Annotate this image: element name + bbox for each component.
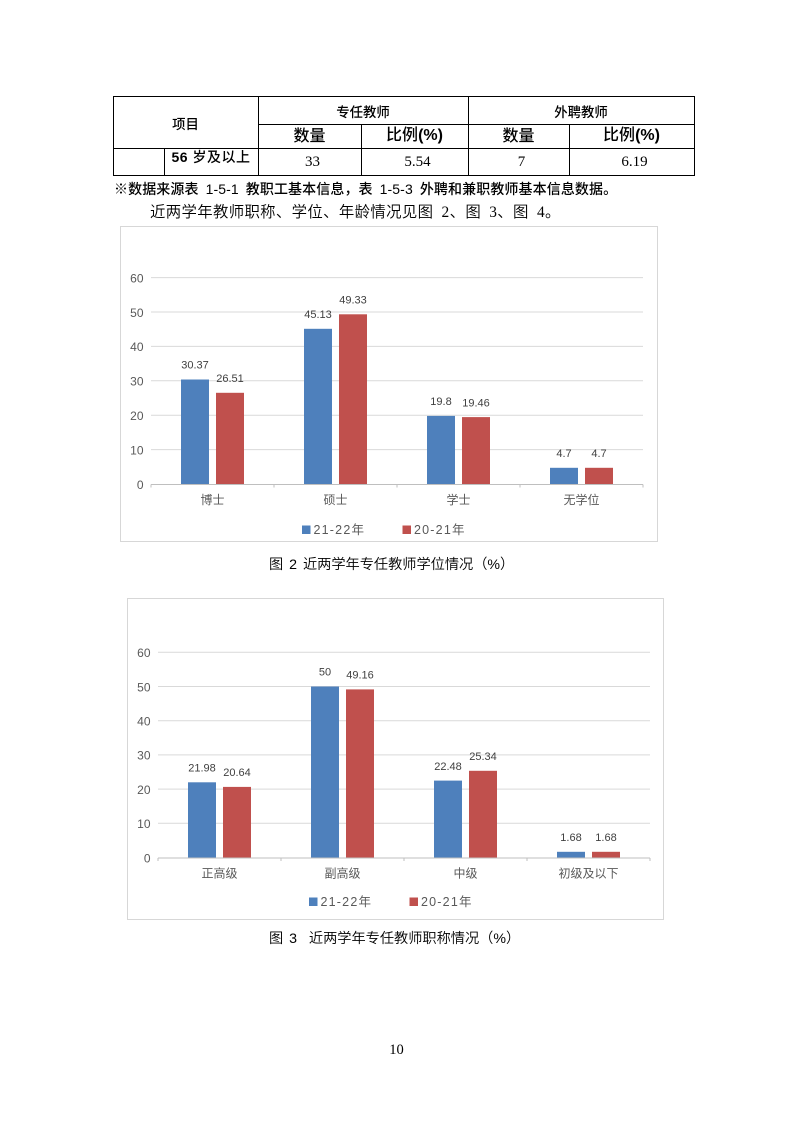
svg-text:正高级: 正高级 [201, 865, 237, 882]
svg-text:副高级: 副高级 [324, 865, 360, 882]
svg-text:21.98: 21.98 [188, 763, 216, 775]
svg-text:19.8: 19.8 [430, 396, 451, 408]
svg-text:0: 0 [137, 478, 144, 492]
svg-text:21-22年: 21-22年 [321, 891, 373, 910]
svg-text:10: 10 [130, 443, 144, 457]
svg-text:50: 50 [319, 667, 331, 679]
svg-text:49.16: 49.16 [346, 670, 374, 682]
svg-text:博士: 博士 [200, 491, 224, 508]
svg-text:20: 20 [137, 783, 151, 797]
svg-text:1.68: 1.68 [595, 832, 616, 844]
svg-text:40: 40 [130, 340, 144, 354]
svg-text:25.34: 25.34 [469, 751, 497, 763]
svg-text:30: 30 [137, 749, 151, 763]
svg-text:21-22年: 21-22年 [314, 519, 366, 538]
svg-text:1.68: 1.68 [560, 832, 581, 844]
svg-text:22.48: 22.48 [434, 761, 462, 773]
svg-text:4.7: 4.7 [556, 448, 571, 460]
svg-text:硕士: 硕士 [323, 491, 347, 508]
svg-text:60: 60 [130, 271, 144, 285]
svg-text:初级及以下: 初级及以下 [558, 865, 618, 882]
svg-text:60: 60 [137, 646, 151, 660]
svg-text:26.51: 26.51 [216, 373, 244, 385]
svg-text:30.37: 30.37 [181, 360, 209, 372]
svg-text:无学位: 无学位 [563, 491, 599, 508]
svg-text:0: 0 [144, 851, 151, 865]
svg-text:20-21年: 20-21年 [414, 519, 466, 538]
svg-text:10: 10 [137, 817, 151, 831]
svg-text:20.64: 20.64 [223, 767, 251, 779]
svg-text:45.13: 45.13 [304, 309, 332, 321]
svg-text:4.7: 4.7 [591, 448, 606, 460]
svg-text:50: 50 [130, 306, 144, 320]
svg-text:50: 50 [137, 680, 151, 694]
svg-text:20-21年: 20-21年 [421, 891, 473, 910]
svg-text:30: 30 [130, 375, 144, 389]
svg-text:中级: 中级 [453, 865, 477, 882]
svg-text:49.33: 49.33 [339, 295, 367, 307]
svg-text:19.46: 19.46 [462, 397, 490, 409]
svg-text:20: 20 [130, 409, 144, 423]
svg-text:40: 40 [137, 715, 151, 729]
svg-text:学士: 学士 [446, 491, 470, 508]
